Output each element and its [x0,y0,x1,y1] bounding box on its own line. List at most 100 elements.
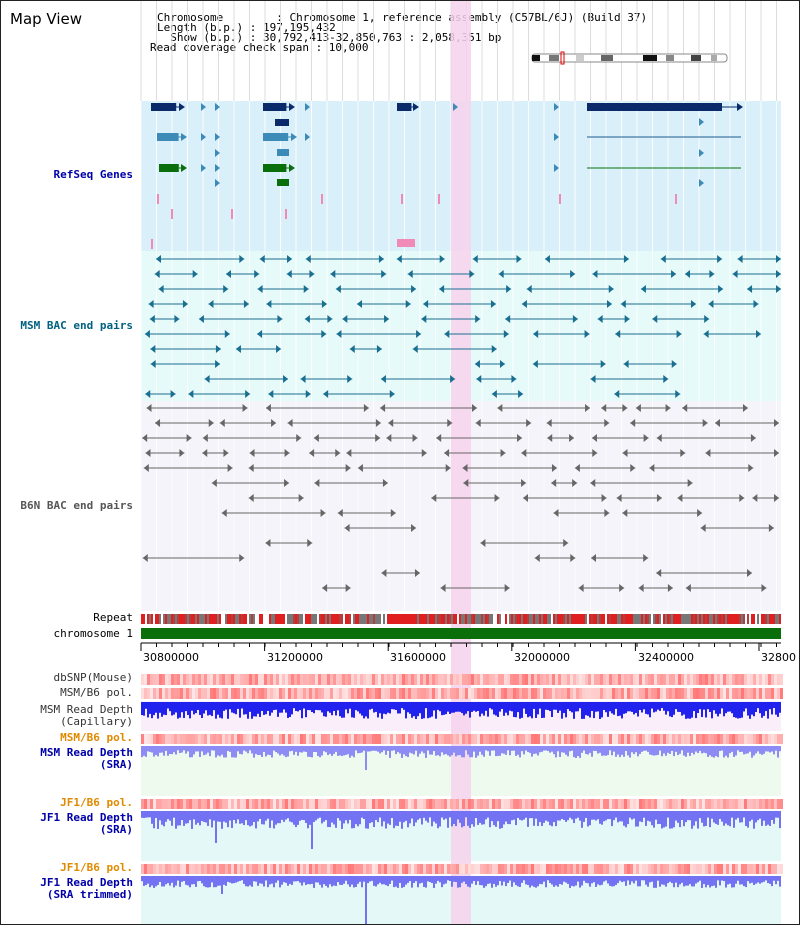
pol-band-cell [225,864,228,874]
repeat-segment [555,614,557,624]
depth-bar [199,746,201,757]
depth-bar [565,876,567,883]
pol-band-cell [579,864,582,874]
msm-bac-pair-end [640,285,646,293]
pol-band-cell [321,799,324,809]
depth-bar [141,702,143,716]
depth-bar [549,746,551,753]
repeat-segment [679,614,681,624]
depth-bar [625,811,627,828]
depth-bar [153,811,155,829]
depth-bar [403,746,405,755]
chromosome-ideogram[interactable] [531,51,728,65]
depth-bar [169,811,171,821]
pol-band-cell [201,688,204,699]
bac-end-pair-glyphs[interactable] [142,255,781,592]
repeat-segment [365,614,367,624]
pol-band-cell [762,734,765,744]
depth-bar [193,746,195,755]
repeat-segment [425,614,427,624]
pol-band-cell [597,799,600,809]
depth-bar [401,876,403,888]
pol-band-cell [549,864,552,874]
pol-band-cell [699,734,702,744]
depth-bar [527,702,529,718]
depth-bar [457,746,459,756]
pol-band-cell [354,799,357,809]
pol-band-cell [333,864,336,874]
depth-bar [515,746,517,756]
label-msm-bac[interactable]: MSM BAC end pairs [20,319,133,332]
pol-band-cell [627,864,630,874]
msm-bac-pair-end [708,300,714,308]
repeat-segment [723,614,725,624]
depth-bar [157,811,159,829]
label-b6n-bac[interactable]: B6N BAC end pairs [20,499,133,512]
pol-band-cell [756,864,759,874]
pol-band-cell [717,864,720,874]
depth-bar [599,702,601,719]
msm-bac-pair-end [198,315,204,323]
pol-band-cell [528,734,531,744]
depth-bar [717,811,719,825]
pol-band-cell [489,674,492,685]
repeat-segment [501,614,503,624]
pol-band-cell [411,688,414,699]
depth-bar [655,876,657,888]
depth-bar [681,702,683,716]
pol-band-cell [636,688,639,699]
pol-band-cell [732,799,735,809]
depth-bar [499,811,501,829]
pol-band-cell [552,674,555,685]
depth-bar [195,811,197,825]
pol-band-cell [462,734,465,744]
depth-bar [459,702,461,712]
pol-band-cell [342,864,345,874]
depth-bar [759,876,761,884]
pol-band-cell [303,688,306,699]
depth-bar [719,702,721,714]
depth-bar [429,702,431,718]
refseq-small-block [277,179,289,186]
depth-bar [287,702,289,718]
depth-bar [185,811,187,824]
depth-bar [543,811,545,823]
pol-band-cell [201,864,204,874]
pol-band-cell [408,864,411,874]
msm-bac-pair-end [303,285,309,293]
depth-bar [525,702,527,714]
repeat-segment [547,614,549,624]
label-refseq-genes[interactable]: RefSeq Genes [53,168,133,181]
pol-band-cell [195,799,198,809]
repeat-segment [659,614,661,624]
depth-bar [699,702,701,710]
pol-band-cell [183,674,186,685]
depth-bar [721,876,723,881]
pol-band-cell [486,734,489,744]
depth-bar [249,702,251,712]
b6n-bac-pair-end [287,419,293,427]
depth-bar [249,876,251,886]
depth-bar [723,702,725,717]
depth-bar [293,876,295,882]
pol-band-cell [738,674,741,685]
repeat-segment [455,614,457,624]
chromosome-bar[interactable] [141,628,781,639]
depth-bar [431,876,433,884]
repeat-segment [417,614,419,624]
pol-band-cell [771,688,774,699]
depth-bar [319,746,321,758]
depth-bar [609,811,611,820]
repeat-segment [699,614,701,624]
b6n-bac-pair-end [320,509,326,517]
pol-band-cell [342,799,345,809]
pol-band-cell [237,799,240,809]
depth-bar [645,811,647,826]
depth-bar [565,746,567,755]
pol-band-cell [450,799,453,809]
refseq-gene-glyphs[interactable] [151,103,743,249]
depth-bar [529,876,531,888]
depth-bar [705,876,707,888]
highlight-region[interactable] [451,1,471,925]
